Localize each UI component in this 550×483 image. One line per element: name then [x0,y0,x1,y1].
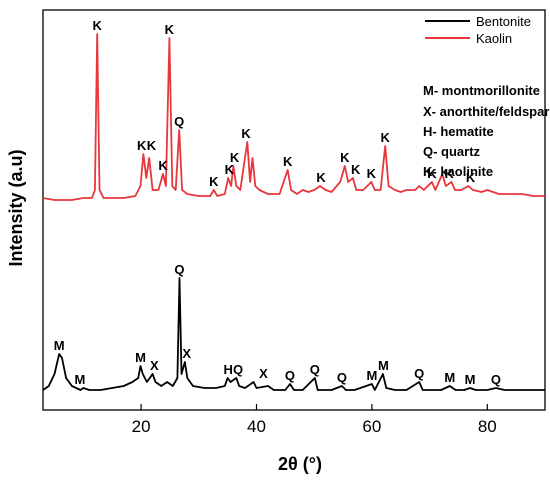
peak-label: M [465,372,476,387]
peak-label: Q [310,362,320,377]
peak-label: K [367,166,377,181]
peak-label: K [380,130,390,145]
peak-label: K [283,154,293,169]
phase-key-item: M- montmorillonite [423,83,540,98]
peak-label: M [444,370,455,385]
peak-label: K [225,162,235,177]
y-axis-title: Intensity (a.u) [6,149,26,266]
peak-label: K [158,158,168,173]
peak-label: K [445,166,455,181]
peak-label: Q [174,262,184,277]
peak-label: K [230,150,240,165]
phase-key-item: H- hematite [423,124,494,139]
peak-label: K [93,18,103,33]
peak-label: K [427,166,437,181]
phase-key-item: Q- quartz [423,144,481,159]
peak-label: K [209,174,219,189]
x-tick-label: 60 [362,417,381,436]
series-lines [42,33,545,391]
peak-label: X [182,346,191,361]
phase-key-item: K- kaolinite [423,164,493,179]
peak-label: Q [414,366,424,381]
peak-label: Q [233,362,243,377]
peak-label: K [351,162,361,177]
peak-label: K [340,150,350,165]
x-tick-label: 80 [478,417,497,436]
peak-label: H [224,362,233,377]
peak-label: K [137,138,147,153]
phase-key-item: X- anorthite/feldspar [423,104,549,119]
peak-label: M [135,350,146,365]
x-tick-label: 40 [247,417,266,436]
legend-label-kaolin: Kaolin [476,31,512,46]
peak-label: K [241,126,251,141]
peak-label: M [378,358,389,373]
x-axis-ticks: 20 40 60 80 [132,404,497,436]
legend: Bentonite Kaolin [425,14,531,46]
peak-label: Q [174,114,184,129]
phase-key: M- montmorillonite X- anorthite/feldspar… [423,83,549,179]
peak-label: K [165,22,175,37]
x-axis-title: 2θ (°) [278,454,322,474]
plot-frame [42,9,546,411]
series-line-kaolin [42,33,545,201]
legend-label-bentonite: Bentonite [476,14,531,29]
x-tick-label: 20 [132,417,151,436]
peak-label: Q [337,370,347,385]
peak-label: X [259,366,268,381]
peak-label: Q [491,372,501,387]
peak-label: Q [285,368,295,383]
peak-label: X [150,358,159,373]
peak-label: M [75,372,86,387]
peak-label: K [147,138,157,153]
peak-label: K [466,170,476,185]
series-line-bentonite [42,277,545,391]
peak-label: M [366,368,377,383]
peak-label: M [54,338,65,353]
peak-label: K [316,170,326,185]
